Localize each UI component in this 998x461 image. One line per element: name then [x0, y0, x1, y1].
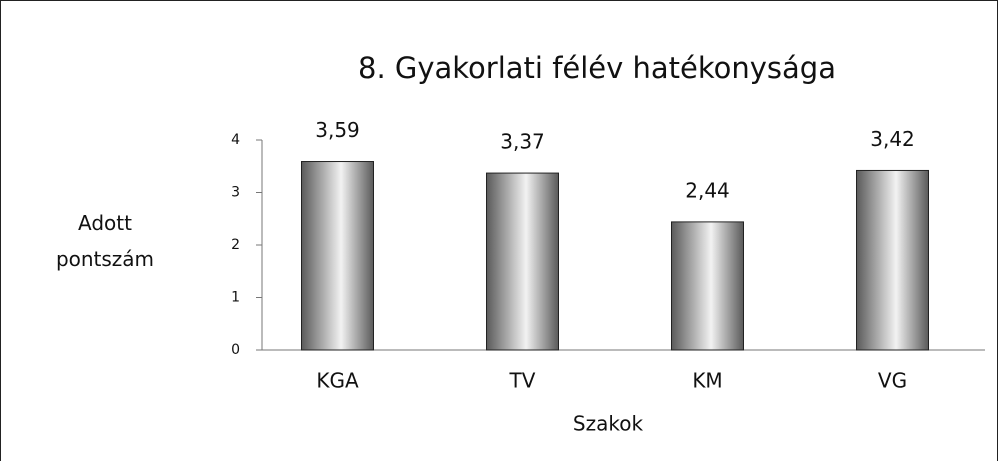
bar [671, 221, 744, 351]
bar [301, 161, 374, 351]
bar [486, 172, 559, 351]
value-label: 3,59 [315, 118, 360, 142]
y-axis-label: Adott pontszám [55, 211, 155, 271]
x-tick-label: VG [878, 369, 907, 393]
value-label: 3,42 [870, 127, 915, 151]
y-tick-label: 1 [231, 290, 240, 306]
x-tick-label: TV [509, 369, 536, 393]
x-axis-label: Szakok [573, 412, 644, 436]
y-tick-label: 4 [231, 132, 240, 148]
y-tick-label: 0 [231, 342, 240, 358]
chart-title: 8. Gyakorlati félév hatékonysága [358, 51, 836, 85]
x-tick-label: KM [692, 369, 722, 393]
value-label: 2,44 [685, 178, 730, 202]
y-tick-label: 2 [231, 237, 240, 253]
x-tick-label: KGA [316, 369, 359, 393]
bar [856, 169, 929, 351]
y-tick-label: 3 [231, 185, 240, 201]
value-label: 3,37 [500, 130, 545, 154]
